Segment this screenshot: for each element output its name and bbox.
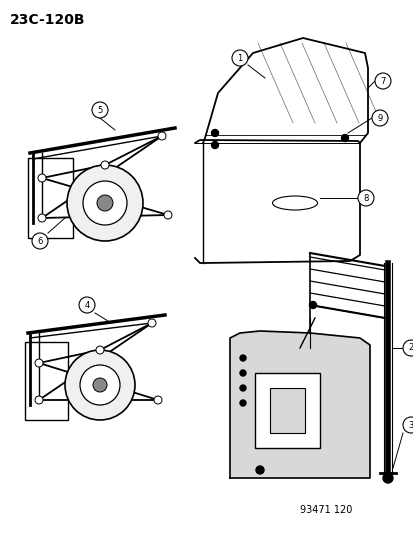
Circle shape: [35, 359, 43, 367]
Circle shape: [92, 102, 108, 118]
Circle shape: [255, 466, 263, 474]
Bar: [269, 388, 304, 433]
Text: 6: 6: [37, 237, 43, 246]
Circle shape: [402, 340, 413, 356]
Circle shape: [374, 73, 390, 89]
Circle shape: [309, 302, 316, 309]
Circle shape: [97, 195, 113, 211]
Circle shape: [164, 211, 171, 219]
Text: 1: 1: [237, 53, 242, 62]
Circle shape: [158, 132, 166, 140]
Text: 5: 5: [97, 106, 102, 115]
Circle shape: [101, 161, 109, 169]
Circle shape: [240, 370, 245, 376]
Circle shape: [211, 141, 218, 149]
Circle shape: [357, 190, 373, 206]
Bar: [25, 342, 68, 420]
Circle shape: [80, 365, 120, 405]
Circle shape: [240, 355, 245, 361]
Text: 8: 8: [363, 193, 368, 203]
Text: 2: 2: [407, 343, 413, 352]
Circle shape: [382, 473, 392, 483]
Text: 3: 3: [407, 421, 413, 430]
Circle shape: [371, 110, 387, 126]
Circle shape: [147, 319, 156, 327]
Circle shape: [32, 233, 48, 249]
Circle shape: [38, 214, 46, 222]
Circle shape: [93, 378, 107, 392]
Circle shape: [231, 50, 247, 66]
Circle shape: [211, 130, 218, 136]
Circle shape: [240, 385, 245, 391]
Polygon shape: [230, 331, 369, 478]
Text: 7: 7: [380, 77, 385, 85]
Circle shape: [341, 134, 348, 141]
Text: 93471 120: 93471 120: [299, 505, 351, 515]
Circle shape: [240, 400, 245, 406]
Circle shape: [96, 346, 104, 354]
Circle shape: [65, 350, 135, 420]
Circle shape: [67, 165, 142, 241]
Circle shape: [38, 174, 46, 182]
Circle shape: [154, 396, 161, 404]
Text: 23C-120B: 23C-120B: [10, 13, 85, 27]
Text: 4: 4: [84, 301, 89, 310]
Bar: [28, 158, 73, 238]
Text: 9: 9: [377, 114, 382, 123]
Bar: [254, 373, 319, 448]
Circle shape: [402, 417, 413, 433]
Circle shape: [79, 297, 95, 313]
Circle shape: [35, 396, 43, 404]
Circle shape: [83, 181, 127, 225]
